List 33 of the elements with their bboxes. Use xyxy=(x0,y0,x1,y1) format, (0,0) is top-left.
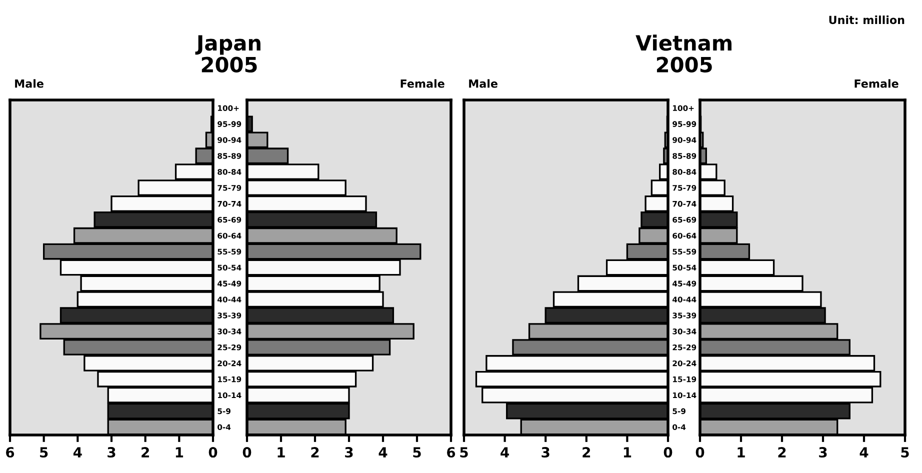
x-tick-label: 3 xyxy=(542,447,550,458)
x-tick-label: 5 xyxy=(901,447,909,458)
x-tick-label: 2 xyxy=(311,447,319,458)
x-tick-label: 1 xyxy=(624,447,632,458)
chart-subtitle: Male xyxy=(15,79,44,88)
x-tick-label: 5 xyxy=(40,447,48,458)
x-tick-label: 2 xyxy=(778,447,786,458)
x-tick-label: 5 xyxy=(413,447,421,458)
chart-title: Japan 2005 xyxy=(195,35,260,73)
x-tick-label: 4 xyxy=(378,447,388,458)
chart-subtitle: Female xyxy=(854,79,898,88)
chart-subtitle: Female xyxy=(400,79,444,88)
x-tick-label: 0 xyxy=(208,447,218,458)
x-tick-label: 3 xyxy=(345,447,353,458)
x-tick-label: 4 xyxy=(500,447,509,458)
x-tick-label: 3 xyxy=(108,447,116,458)
x-tick-label: 1 xyxy=(738,447,745,458)
chart-subtitle: Male xyxy=(469,79,498,88)
x-tick-label: 6 xyxy=(6,447,14,458)
x-tick-label: 5 xyxy=(460,447,468,458)
x-tick-label: 2 xyxy=(582,447,590,458)
x-tick-label: 0 xyxy=(242,447,252,458)
x-tick-label: 0 xyxy=(664,447,672,458)
x-tick-label: 3 xyxy=(819,447,827,458)
x-tick-label: 4 xyxy=(860,447,868,458)
x-tick-label: 2 xyxy=(142,447,149,458)
x-tick-label: 4 xyxy=(73,447,82,458)
text: Unit: million xyxy=(829,16,904,24)
x-tick-label: 6 xyxy=(447,447,456,458)
x-tick-label: 1 xyxy=(278,447,285,458)
x-tick-label: 1 xyxy=(176,447,184,458)
chart-title: Vietnam 2005 xyxy=(636,34,732,73)
x-tick-label: 0 xyxy=(696,447,704,458)
